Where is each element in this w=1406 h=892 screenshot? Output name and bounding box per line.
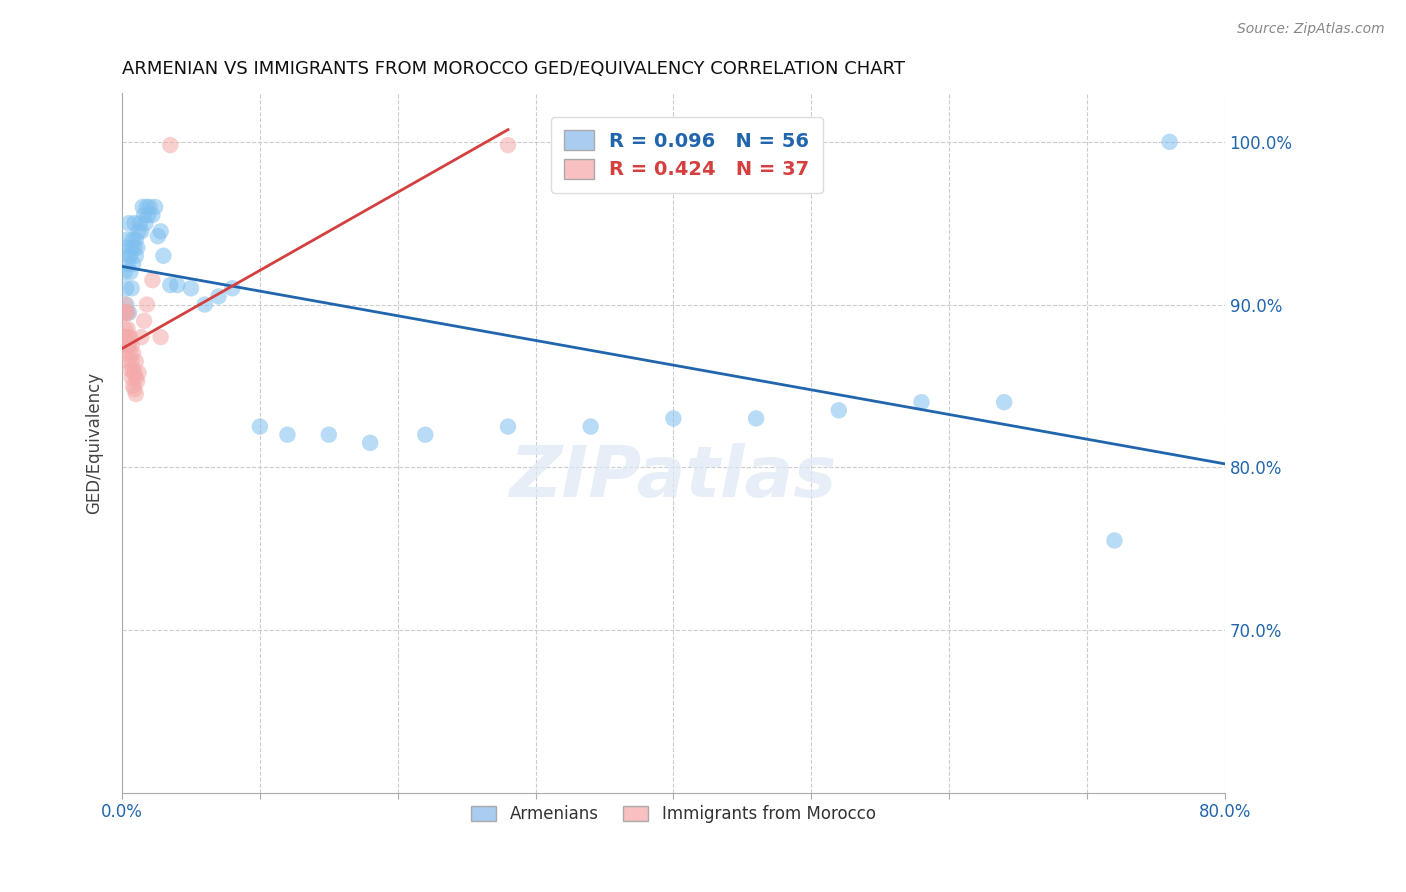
- Point: [117, 322, 139, 336]
- Point: [127, 241, 149, 255]
- Point: [135, 297, 157, 311]
- Point: [120, 362, 142, 376]
- Point: [121, 354, 143, 368]
- Point: [828, 403, 851, 417]
- Point: [114, 338, 136, 352]
- Point: [132, 208, 155, 222]
- Point: [132, 314, 155, 328]
- Point: [579, 419, 602, 434]
- Point: [122, 362, 145, 376]
- Point: [118, 354, 141, 368]
- Point: [143, 200, 166, 214]
- Point: [124, 382, 146, 396]
- Point: [120, 330, 142, 344]
- Point: [121, 371, 143, 385]
- Point: [118, 306, 141, 320]
- Point: [114, 297, 136, 311]
- Point: [114, 241, 136, 255]
- Point: [118, 216, 141, 230]
- Text: ARMENIAN VS IMMIGRANTS FROM MOROCCO GED/EQUIVALENCY CORRELATION CHART: ARMENIAN VS IMMIGRANTS FROM MOROCCO GED/…: [122, 60, 905, 78]
- Point: [125, 354, 148, 368]
- Point: [146, 229, 169, 244]
- Point: [207, 289, 229, 303]
- Point: [112, 330, 135, 344]
- Point: [115, 306, 138, 320]
- Text: ZIPatlas: ZIPatlas: [510, 443, 837, 512]
- Point: [149, 330, 172, 344]
- Point: [115, 281, 138, 295]
- Point: [276, 427, 298, 442]
- Point: [121, 281, 143, 295]
- Point: [221, 281, 243, 295]
- Point: [131, 224, 153, 238]
- Point: [745, 411, 768, 425]
- Point: [413, 427, 436, 442]
- Point: [122, 379, 145, 393]
- Point: [127, 374, 149, 388]
- Point: [122, 232, 145, 246]
- Point: [131, 330, 153, 344]
- Point: [249, 419, 271, 434]
- Point: [112, 306, 135, 320]
- Point: [128, 224, 150, 238]
- Point: [115, 346, 138, 360]
- Point: [496, 419, 519, 434]
- Point: [120, 346, 142, 360]
- Point: [159, 138, 181, 153]
- Point: [115, 306, 138, 320]
- Point: [138, 200, 160, 214]
- Point: [180, 281, 202, 295]
- Point: [318, 427, 340, 442]
- Point: [1104, 533, 1126, 548]
- Legend: Armenians, Immigrants from Morocco: Armenians, Immigrants from Morocco: [461, 796, 886, 833]
- Point: [1159, 135, 1181, 149]
- Point: [122, 346, 145, 360]
- Point: [112, 330, 135, 344]
- Point: [120, 265, 142, 279]
- Point: [121, 338, 143, 352]
- Point: [141, 208, 163, 222]
- Point: [662, 411, 685, 425]
- Point: [993, 395, 1015, 409]
- Point: [125, 232, 148, 246]
- Point: [120, 249, 142, 263]
- Point: [117, 232, 139, 246]
- Point: [124, 216, 146, 230]
- Point: [136, 208, 159, 222]
- Point: [132, 200, 155, 214]
- Point: [115, 297, 138, 311]
- Point: [134, 216, 156, 230]
- Point: [359, 435, 381, 450]
- Point: [124, 366, 146, 380]
- Y-axis label: GED/Equivalency: GED/Equivalency: [86, 372, 103, 514]
- Point: [114, 322, 136, 336]
- Point: [122, 257, 145, 271]
- Point: [124, 241, 146, 255]
- Point: [117, 306, 139, 320]
- Point: [149, 224, 172, 238]
- Point: [496, 138, 519, 153]
- Point: [141, 273, 163, 287]
- Point: [115, 330, 138, 344]
- Point: [125, 249, 148, 263]
- Point: [117, 338, 139, 352]
- Point: [135, 200, 157, 214]
- Point: [129, 216, 152, 230]
- Point: [118, 338, 141, 352]
- Point: [166, 278, 188, 293]
- Point: [125, 387, 148, 401]
- Point: [194, 297, 217, 311]
- Point: [118, 249, 141, 263]
- Text: Source: ZipAtlas.com: Source: ZipAtlas.com: [1237, 22, 1385, 37]
- Point: [159, 278, 181, 293]
- Point: [152, 249, 174, 263]
- Point: [121, 241, 143, 255]
- Point: [128, 366, 150, 380]
- Point: [114, 265, 136, 279]
- Point: [118, 330, 141, 344]
- Point: [910, 395, 932, 409]
- Point: [125, 371, 148, 385]
- Point: [117, 257, 139, 271]
